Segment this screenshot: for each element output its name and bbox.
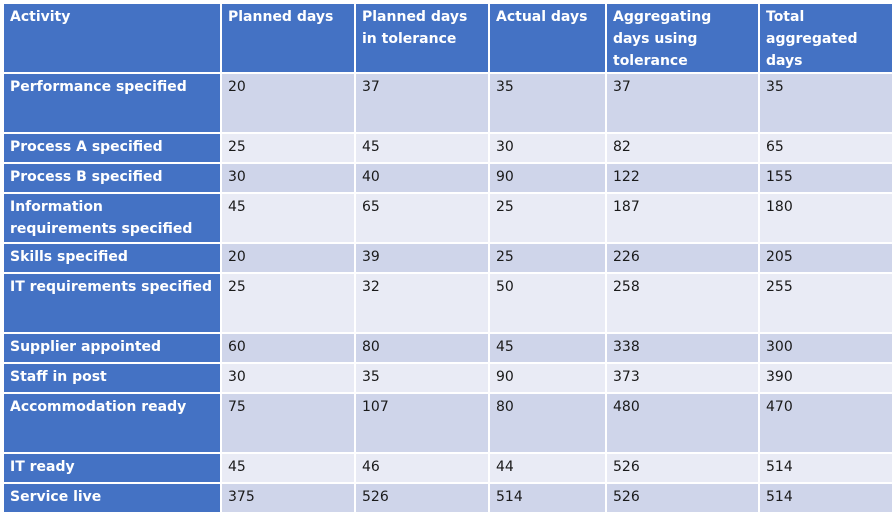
table-row: Performance specified 20 37 35 37 35 [4, 74, 892, 132]
activity-label: Service live [4, 484, 220, 512]
table-cell: 45 [356, 134, 488, 162]
column-header-planned-days: Planned days [222, 4, 354, 72]
table-cell: 373 [607, 364, 758, 392]
table-cell: 45 [222, 194, 354, 242]
activity-label: Information requirements specified [4, 194, 220, 242]
table-cell: 80 [490, 394, 605, 452]
table-cell: 470 [760, 394, 892, 452]
table-cell: 20 [222, 244, 354, 272]
table-cell: 20 [222, 74, 354, 132]
table-cell: 80 [356, 334, 488, 362]
table-cell: 480 [607, 394, 758, 452]
table-cell: 30 [222, 364, 354, 392]
table-cell: 255 [760, 274, 892, 332]
column-header-total-aggregated-days: Total aggregated days [760, 4, 892, 72]
table-cell: 180 [760, 194, 892, 242]
table-cell: 32 [356, 274, 488, 332]
activity-label: Staff in post [4, 364, 220, 392]
activity-label: Skills specified [4, 244, 220, 272]
table-cell: 44 [490, 454, 605, 482]
column-header-aggregating-days: Aggregating days using tolerance [607, 4, 758, 72]
table-cell: 65 [356, 194, 488, 242]
table-cell: 187 [607, 194, 758, 242]
table-cell: 300 [760, 334, 892, 362]
table-cell: 514 [760, 454, 892, 482]
table-cell: 258 [607, 274, 758, 332]
table-cell: 514 [490, 484, 605, 512]
table-row: Process A specified 25 45 30 82 65 [4, 134, 892, 162]
table-cell: 25 [490, 194, 605, 242]
activity-label: Supplier appointed [4, 334, 220, 362]
table-cell: 514 [760, 484, 892, 512]
table-body: Performance specified 20 37 35 37 35 Process A… [4, 74, 892, 512]
activity-label: Performance specified [4, 74, 220, 132]
table-cell: 30 [490, 134, 605, 162]
table-row: Supplier appointed 60 80 45 338 300 [4, 334, 892, 362]
table-cell: 46 [356, 454, 488, 482]
table-cell: 205 [760, 244, 892, 272]
table-cell: 526 [356, 484, 488, 512]
table-cell: 25 [490, 244, 605, 272]
table-cell: 45 [222, 454, 354, 482]
table-cell: 338 [607, 334, 758, 362]
table-cell: 25 [222, 134, 354, 162]
table-row: IT ready 45 46 44 526 514 [4, 454, 892, 482]
table-cell: 526 [607, 454, 758, 482]
table-row: Information requirements specified 45 65 25… [4, 194, 892, 242]
table-cell: 45 [490, 334, 605, 362]
table-row: Accommodation ready 75 107 80 480 470 [4, 394, 892, 452]
activity-days-table: Activity Planned days Planned days in to… [2, 2, 894, 514]
table-cell: 35 [760, 74, 892, 132]
table-row: Skills specified 20 39 25 226 205 [4, 244, 892, 272]
table-row: IT requirements specified 25 32 50 258 255 [4, 274, 892, 332]
table-cell: 60 [222, 334, 354, 362]
table-cell: 390 [760, 364, 892, 392]
table-cell: 375 [222, 484, 354, 512]
table-cell: 107 [356, 394, 488, 452]
activity-label: IT requirements specified [4, 274, 220, 332]
table-cell: 82 [607, 134, 758, 162]
table-row: Staff in post 30 35 90 373 390 [4, 364, 892, 392]
activity-label: Process B specified [4, 164, 220, 192]
table-cell: 30 [222, 164, 354, 192]
table-cell: 37 [356, 74, 488, 132]
activity-label: Process A specified [4, 134, 220, 162]
table-cell: 50 [490, 274, 605, 332]
table-cell: 39 [356, 244, 488, 272]
table-cell: 155 [760, 164, 892, 192]
column-header-actual-days: Actual days [490, 4, 605, 72]
header-row: Activity Planned days Planned days in to… [4, 4, 892, 72]
table-row: Process B specified 30 40 90 122 155 [4, 164, 892, 192]
activity-label: IT ready [4, 454, 220, 482]
table-cell: 35 [356, 364, 488, 392]
table-row: Service live 375 526 514 526 514 [4, 484, 892, 512]
activity-label: Accommodation ready [4, 394, 220, 452]
table-cell: 226 [607, 244, 758, 272]
table-cell: 122 [607, 164, 758, 192]
column-header-activity: Activity [4, 4, 220, 72]
column-header-planned-days-in-tolerance: Planned days in tolerance [356, 4, 488, 72]
table-cell: 65 [760, 134, 892, 162]
table-cell: 35 [490, 74, 605, 132]
table-cell: 90 [490, 164, 605, 192]
table-cell: 526 [607, 484, 758, 512]
table-cell: 37 [607, 74, 758, 132]
table-cell: 90 [490, 364, 605, 392]
activity-table-container: Activity Planned days Planned days in to… [2, 2, 892, 514]
table-cell: 75 [222, 394, 354, 452]
table-cell: 25 [222, 274, 354, 332]
table-cell: 40 [356, 164, 488, 192]
